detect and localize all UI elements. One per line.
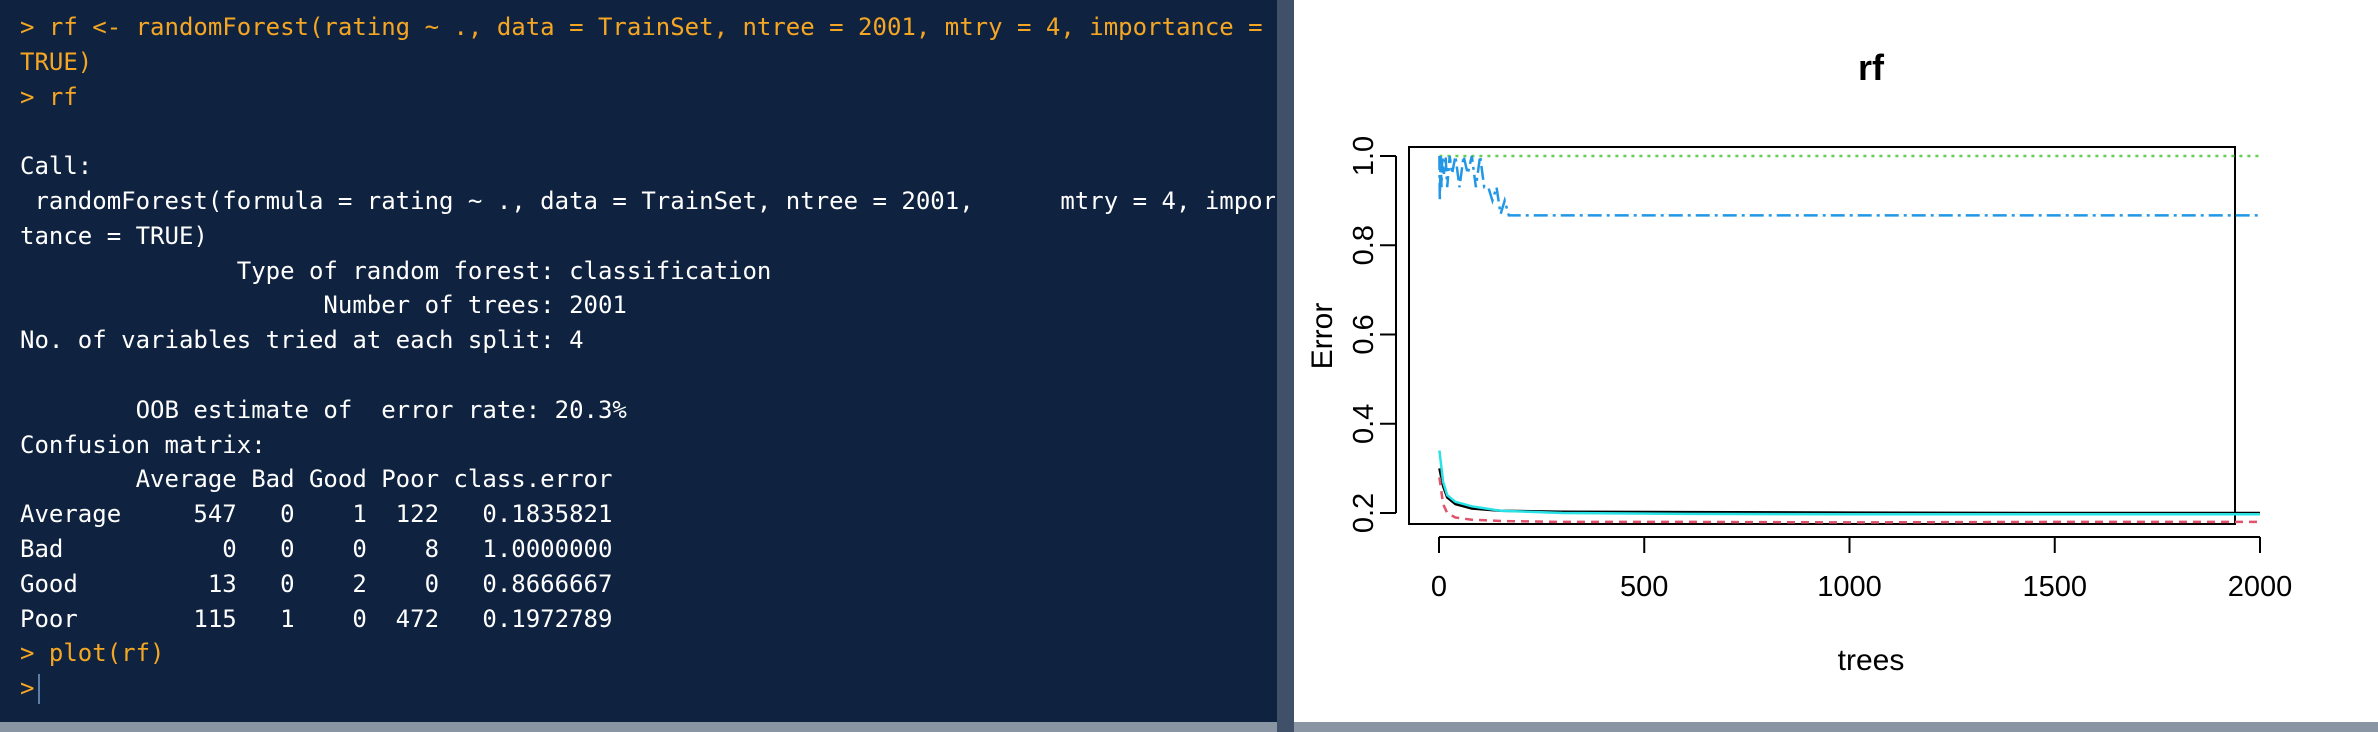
y-axis-label: Error (1306, 303, 1339, 370)
console-command-line: > rf <- randomForest(rating ~ ., data = … (20, 13, 1263, 41)
plot-box (1408, 146, 2236, 525)
console-command-line: TRUE) (20, 47, 93, 76)
series-line-4 (1438, 155, 2260, 217)
x-tick-label: 500 (1620, 571, 1668, 603)
x-axis-label: trees (1838, 644, 1905, 677)
y-tick-label: 0.2 (1348, 493, 1380, 533)
console-output-line (20, 358, 1275, 393)
console-output-line: tance = TRUE) (20, 221, 208, 250)
rf-error-plot: rf 0 500 1000 1500 2000 0.2 0.4 0.6 0.8 1.0 tree… (1306, 47, 2293, 677)
console-output-line: Average Bad Good Poor class.error (20, 465, 613, 494)
x-tick-label: 2000 (2228, 571, 2293, 603)
console-output-line: Call: (20, 152, 93, 181)
plot-pane: rf 0 500 1000 1500 2000 0.2 0.4 0.6 0.8 1.0 tree… (1294, 0, 2378, 722)
y-tick-label: 0.6 (1348, 314, 1380, 354)
console-output-line: Type of random forest: classification (20, 256, 772, 285)
console-output-line: No. of variables tried at each split: 4 (20, 326, 584, 355)
console-input-line[interactable]: > (20, 671, 1275, 706)
console-output-line: Confusion matrix: (20, 430, 266, 459)
r-console[interactable]: > rf <- randomForest(rating ~ ., data = … (0, 0, 1277, 722)
x-axis: 0 500 1000 1500 2000 (1431, 536, 2293, 603)
text-cursor (38, 674, 41, 705)
y-tick-label: 0.8 (1348, 225, 1380, 265)
console-output-line: Number of trees: 2001 (20, 291, 627, 320)
y-axis: 0.2 0.4 0.6 0.8 1.0 (1348, 136, 1397, 533)
console-command-line: > plot(rf) (20, 639, 165, 668)
console-output-line: Good 13 0 2 0 0.8666667 (20, 569, 613, 598)
console-output: > rf <- randomForest(rating ~ ., data = … (20, 10, 1275, 706)
console-output-line: randomForest(formula = rating ~ ., data … (20, 186, 1275, 215)
series-layer (1438, 154, 2260, 524)
console-output-line (20, 114, 1275, 149)
console-output-line: Poor 115 1 0 472 0.1972789 (20, 604, 613, 633)
pane-splitter[interactable] (1277, 0, 1294, 732)
x-tick-label: 0 (1431, 571, 1447, 603)
series-line-1 (1438, 468, 2260, 515)
console-output-line: OOB estimate of error rate: 20.3% (20, 395, 627, 424)
console-output-line: Average 547 0 1 122 0.1835821 (20, 500, 613, 529)
x-tick-label: 1500 (2022, 571, 2087, 603)
x-tick-label: 1000 (1817, 571, 1882, 603)
console-output-line: Bad 0 0 0 8 1.0000000 (20, 534, 613, 563)
series-line-5 (1438, 450, 2260, 516)
console-command-line: > rf (20, 82, 78, 111)
y-tick-label: 0.4 (1348, 404, 1380, 444)
series-line-2 (1438, 477, 2260, 524)
y-tick-label: 1.0 (1348, 136, 1380, 176)
console-prompt: > (20, 674, 35, 703)
chart-title: rf (1858, 47, 1885, 88)
